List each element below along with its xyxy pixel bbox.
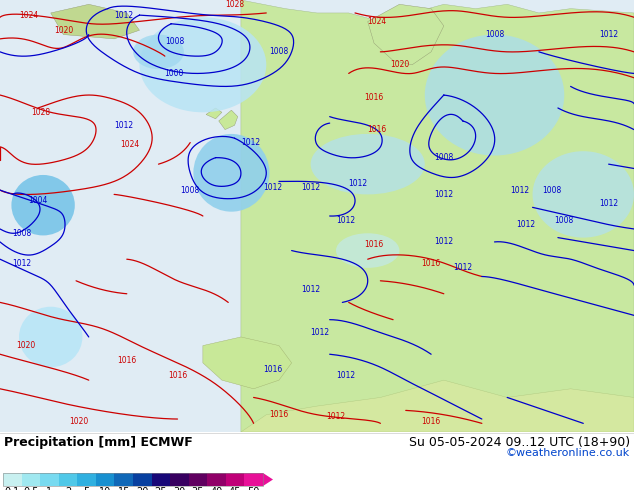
- Text: 1020: 1020: [54, 26, 73, 35]
- Text: 1012: 1012: [336, 371, 355, 380]
- Text: 1008: 1008: [555, 216, 574, 225]
- Text: 45: 45: [229, 487, 242, 490]
- Text: 1016: 1016: [269, 410, 288, 419]
- Bar: [3, 473, 263, 486]
- Text: 1012: 1012: [301, 183, 320, 193]
- Text: 1012: 1012: [263, 183, 282, 193]
- Text: 0.1: 0.1: [4, 487, 20, 490]
- Text: 1012: 1012: [599, 198, 618, 208]
- Bar: [3, 473, 22, 486]
- Text: 35: 35: [192, 487, 204, 490]
- Bar: [22, 473, 40, 486]
- Polygon shape: [263, 473, 273, 486]
- Ellipse shape: [11, 175, 75, 235]
- Text: 30: 30: [173, 487, 186, 490]
- Text: 1012: 1012: [453, 263, 472, 272]
- Bar: [170, 473, 189, 486]
- Text: 1008: 1008: [434, 153, 453, 162]
- Text: 1008: 1008: [542, 186, 561, 195]
- Text: ©weatheronline.co.uk: ©weatheronline.co.uk: [506, 448, 630, 458]
- Bar: [96, 473, 114, 486]
- Ellipse shape: [533, 151, 634, 238]
- Text: 1024: 1024: [368, 17, 387, 26]
- Text: 1008: 1008: [485, 30, 504, 39]
- Text: 1012: 1012: [434, 238, 453, 246]
- Text: Su 05-05-2024 09..12 UTC (18+90): Su 05-05-2024 09..12 UTC (18+90): [409, 436, 630, 449]
- Ellipse shape: [336, 233, 399, 268]
- Text: 1012: 1012: [301, 285, 320, 294]
- Text: 20: 20: [136, 487, 148, 490]
- Text: 1012: 1012: [336, 216, 355, 225]
- Text: 1012: 1012: [327, 413, 346, 421]
- Text: 1020: 1020: [390, 60, 409, 69]
- Text: 1000: 1000: [165, 69, 184, 78]
- Text: 1012: 1012: [349, 179, 368, 188]
- Bar: [207, 473, 226, 486]
- Text: 1012: 1012: [434, 190, 453, 199]
- Polygon shape: [203, 337, 292, 389]
- Text: 1012: 1012: [517, 220, 536, 229]
- Text: 1016: 1016: [422, 416, 441, 426]
- Text: 2: 2: [65, 487, 71, 490]
- Polygon shape: [206, 108, 222, 119]
- Text: 1: 1: [46, 487, 53, 490]
- Text: 1008: 1008: [269, 48, 288, 56]
- Text: 25: 25: [155, 487, 167, 490]
- Bar: [59, 473, 77, 486]
- Text: 1008: 1008: [181, 186, 200, 195]
- Text: 1016: 1016: [168, 371, 187, 380]
- Text: 1016: 1016: [263, 365, 282, 374]
- Text: 1016: 1016: [365, 240, 384, 248]
- Text: 1024: 1024: [120, 140, 139, 149]
- Text: 1012: 1012: [241, 138, 260, 147]
- Text: 1008: 1008: [13, 229, 32, 238]
- Text: 1012: 1012: [599, 30, 618, 39]
- Text: 50: 50: [247, 487, 260, 490]
- Bar: [226, 473, 245, 486]
- Ellipse shape: [193, 134, 269, 212]
- Text: 40: 40: [210, 487, 223, 490]
- Text: 1016: 1016: [117, 356, 136, 365]
- Ellipse shape: [19, 307, 82, 367]
- Text: 1024: 1024: [19, 11, 38, 20]
- Text: 1020: 1020: [70, 416, 89, 426]
- Text: 1012: 1012: [510, 186, 529, 195]
- Text: 1016: 1016: [365, 93, 384, 102]
- Text: 0.5: 0.5: [23, 487, 39, 490]
- Text: 1020: 1020: [16, 341, 35, 350]
- Bar: [189, 473, 207, 486]
- Polygon shape: [219, 110, 238, 129]
- Text: 1028: 1028: [32, 108, 51, 117]
- Bar: [133, 473, 152, 486]
- Polygon shape: [241, 0, 634, 432]
- Text: 1012: 1012: [311, 328, 330, 337]
- Text: 1016: 1016: [422, 259, 441, 268]
- Text: 5: 5: [84, 487, 89, 490]
- Ellipse shape: [133, 35, 184, 69]
- Text: 1012: 1012: [114, 11, 133, 20]
- Text: 15: 15: [117, 487, 130, 490]
- Polygon shape: [241, 380, 634, 432]
- Text: 1004: 1004: [29, 196, 48, 205]
- Bar: [245, 473, 263, 486]
- Bar: [114, 473, 133, 486]
- Bar: [152, 473, 170, 486]
- Text: 1008: 1008: [165, 37, 184, 46]
- Text: 1012: 1012: [114, 121, 133, 130]
- Ellipse shape: [425, 35, 564, 155]
- Text: 1012: 1012: [13, 259, 32, 268]
- Bar: [40, 473, 59, 486]
- Text: 1028: 1028: [225, 0, 244, 9]
- Ellipse shape: [311, 134, 425, 195]
- Polygon shape: [368, 4, 444, 65]
- Ellipse shape: [139, 17, 266, 112]
- Bar: [77, 473, 96, 486]
- Text: Precipitation [mm] ECMWF: Precipitation [mm] ECMWF: [4, 436, 193, 449]
- Polygon shape: [51, 4, 139, 39]
- Text: 1016: 1016: [368, 125, 387, 134]
- Text: 10: 10: [99, 487, 112, 490]
